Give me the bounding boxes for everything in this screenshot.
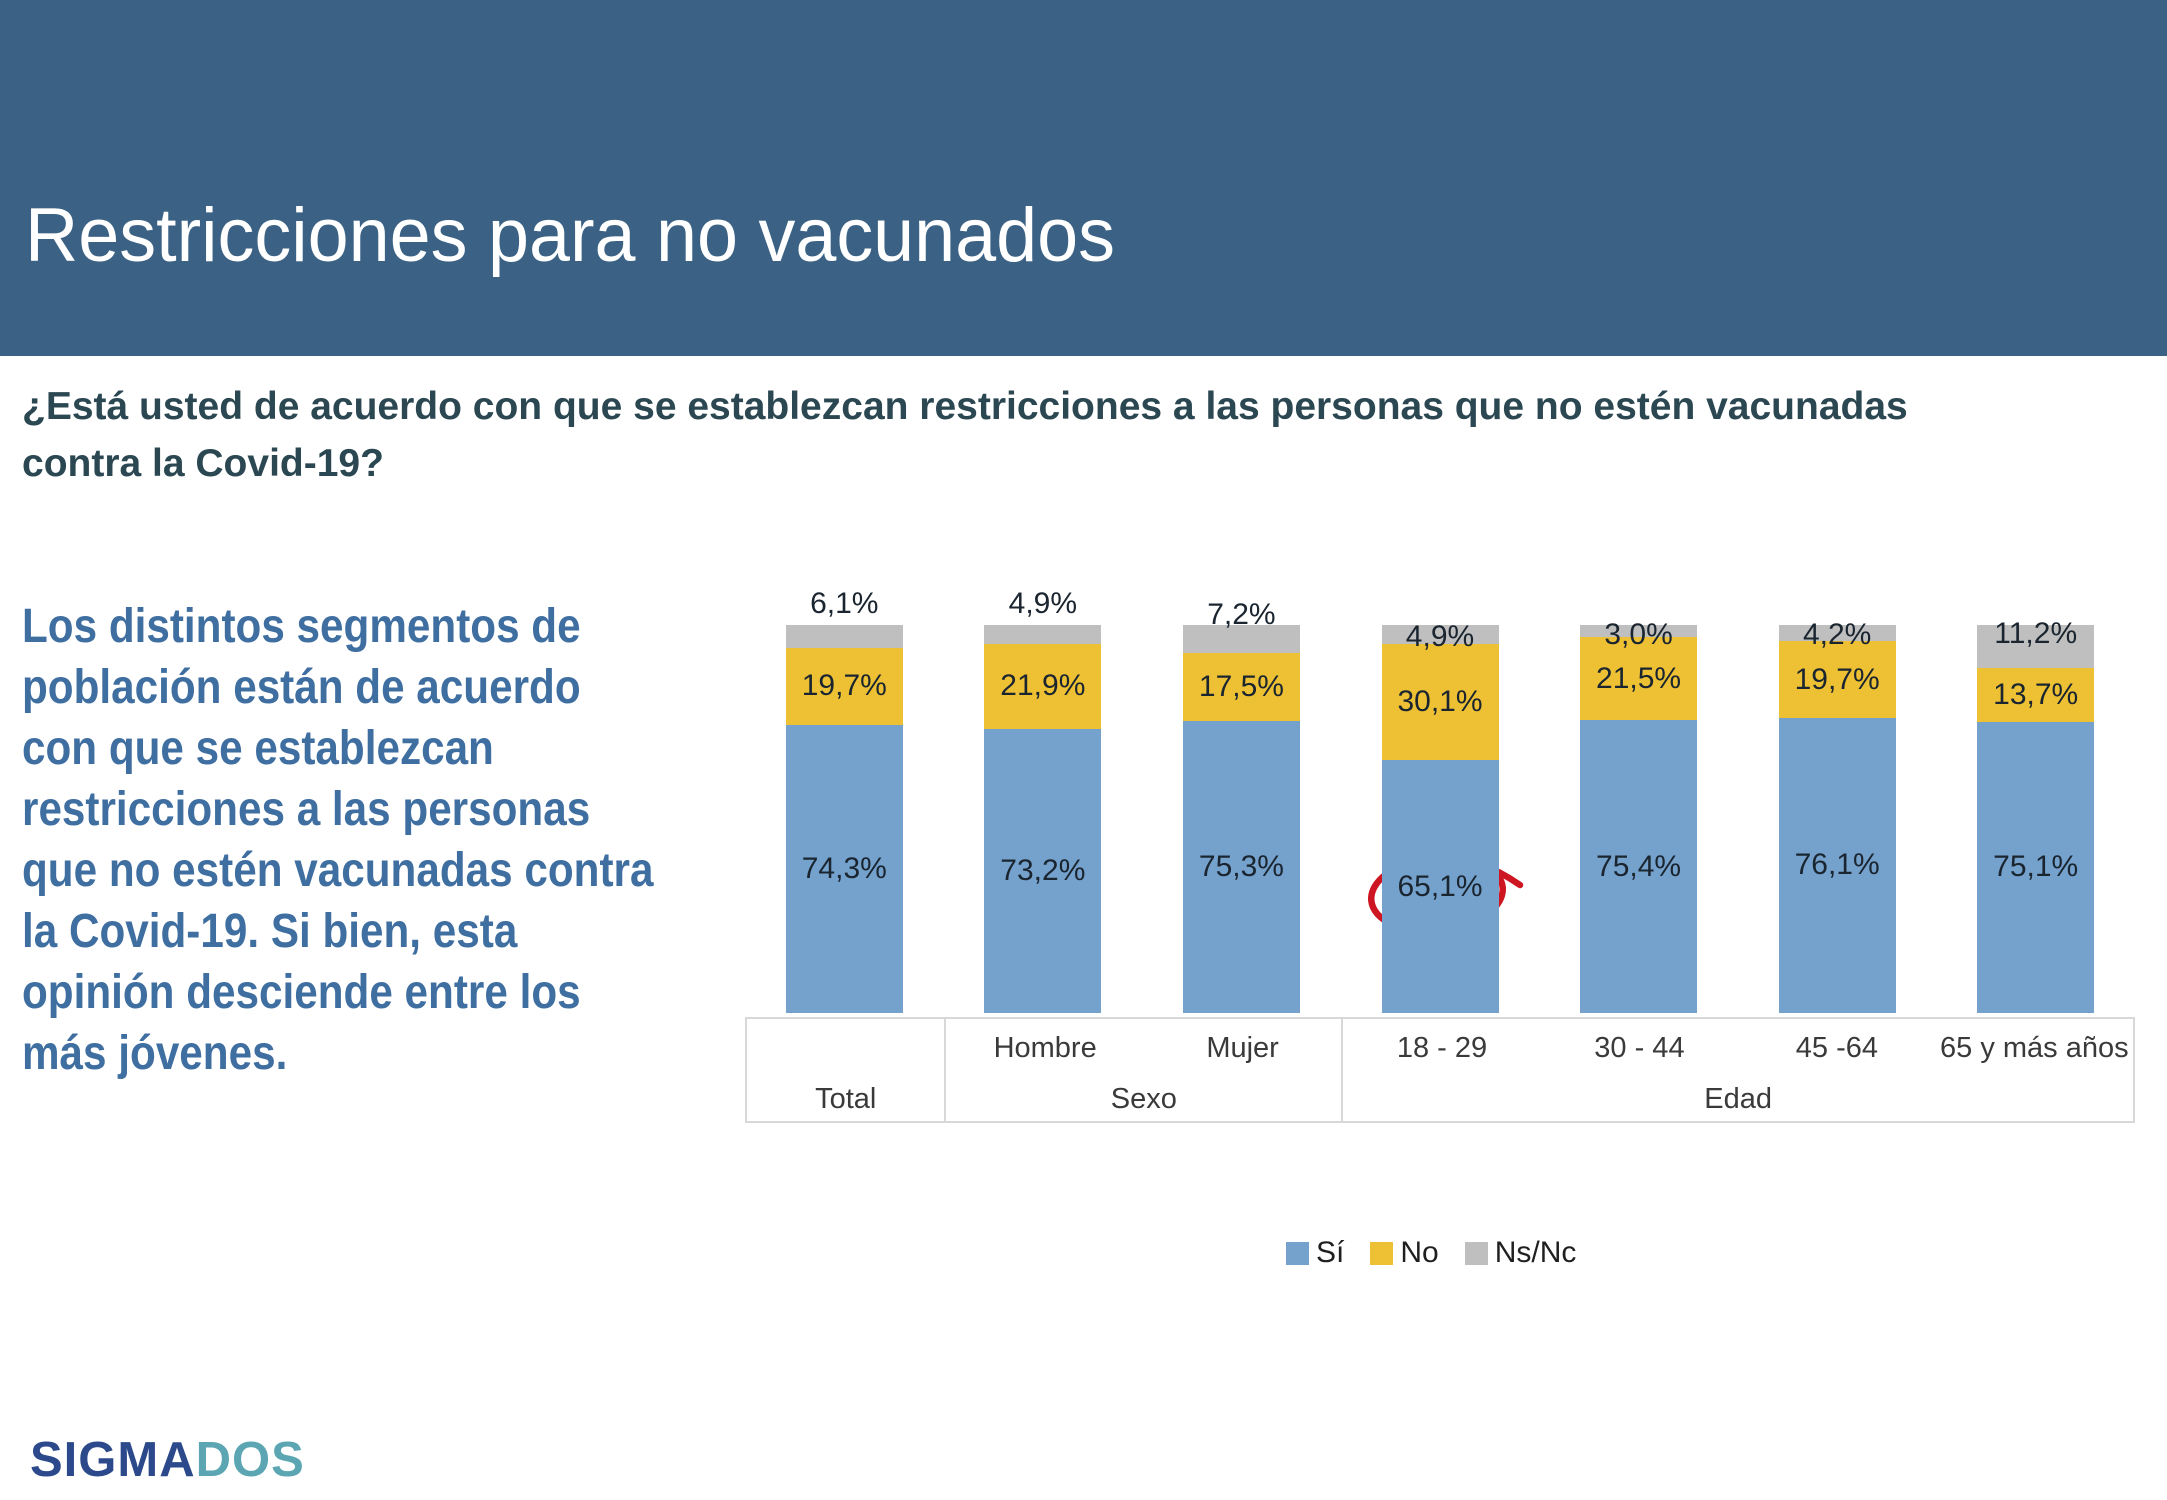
legend-label-no: No [1400, 1236, 1439, 1269]
question-text: ¿Está usted de acuerdo con que se establ… [22, 378, 1908, 492]
value-label-nsnc-4: 3,0% [1604, 618, 1673, 652]
value-label-si-6: 75,1% [1993, 850, 2079, 884]
axis-table: Total Hombre Mujer Sexo 18 - 29 30 - 44 … [745, 1017, 2135, 1123]
commentary-line: con que se establezcan [22, 722, 494, 775]
axis-group-label: Edad [1704, 1082, 1772, 1115]
logo-sigma: SIGMA [30, 1433, 196, 1487]
axis-group-total: Total [747, 1019, 944, 1121]
value-label-no-1: 21,9% [1000, 669, 1086, 703]
bar-segment-nsnc-1 [984, 625, 1102, 645]
legend-item-si: Sí [1286, 1236, 1344, 1270]
axis-cell-30-44: 30 - 44 [1594, 1031, 1685, 1064]
bar-segment-no-6 [1977, 668, 2095, 722]
bar-chart-plot: 74,3% 19,7% 6,1% 73,2% 21,9% 4,9% 75,3% 17,5% 7,… [745, 587, 2135, 1013]
legend-item-no: No [1370, 1236, 1439, 1270]
commentary-line: la Covid-19. Si bien, esta [22, 905, 518, 958]
bar-segment-si-6 [1977, 721, 2095, 1013]
bar-segment-nsnc-2 [1182, 625, 1300, 653]
value-label-no-0: 19,7% [801, 669, 887, 703]
axis-group-sexo: Hombre Mujer Sexo [944, 1019, 1341, 1121]
value-label-nsnc-6: 11,2% [1994, 617, 2078, 650]
bar-segment-no-3 [1381, 643, 1499, 761]
legend-swatch-nsnc-icon [1464, 1241, 1488, 1265]
axis-cell-45-64: 45 -64 [1795, 1031, 1878, 1064]
value-label-no-5: 19,7% [1794, 662, 1880, 696]
bar-segment-nsnc-0 [785, 624, 903, 649]
axis-cell-hombre: Hombre [993, 1031, 1097, 1064]
legend-label-nsnc: Ns/Nc [1494, 1236, 1577, 1269]
axis-cell-mujer: Mujer [1206, 1031, 1279, 1064]
value-label-nsnc-1: 4,9% [1008, 587, 1078, 620]
sigmados-logo: SIGMADOS [30, 1432, 305, 1488]
commentary-line: restricciones a las personas [22, 783, 591, 836]
bar-segment-no-0 [785, 648, 903, 725]
legend-label-si: Sí [1316, 1236, 1345, 1269]
value-label-nsnc-2: 7,2% [1207, 598, 1276, 631]
commentary-text: Los distintos segmentos de población est… [22, 596, 653, 1084]
value-label-si-0: 74,3% [801, 851, 887, 885]
bar-segment-si-3 [1381, 760, 1499, 1013]
header-band: Restricciones para no vacunados [0, 0, 2167, 356]
bar-segment-nsnc-3 [1381, 624, 1499, 644]
value-label-si-1: 73,2% [1000, 853, 1086, 887]
axis-subrow [747, 1019, 944, 1077]
bar-segment-nsnc-6 [1977, 625, 2095, 669]
axis-subrow: 18 - 29 30 - 44 45 -64 65 y más años [1343, 1019, 2133, 1077]
bar-segment-si-5 [1778, 717, 1896, 1013]
commentary-line: opinión desciende entre los [22, 966, 581, 1019]
value-label-si-2: 75,3% [1198, 849, 1284, 883]
logo-dos: DOS [195, 1433, 305, 1487]
bar-segment-si-0 [785, 724, 903, 1013]
page-title: Restricciones para no vacunados [25, 193, 1116, 278]
axis-subrow: Hombre Mujer [946, 1019, 1341, 1077]
value-label-si-3: 65,1% [1397, 869, 1483, 903]
commentary-line: Los distintos segmentos de [22, 600, 581, 653]
commentary-line: más jóvenes. [22, 1027, 288, 1080]
value-label-no-4: 21,5% [1596, 661, 1682, 695]
bar-segment-no-2 [1182, 652, 1300, 721]
value-label-no-3: 30,1% [1397, 685, 1483, 719]
bar-segment-no-5 [1778, 641, 1896, 718]
value-label-nsnc-3: 4,9% [1405, 619, 1475, 653]
question-line-2: contra la Covid-19? [22, 442, 384, 485]
axis-cell-18-29: 18 - 29 [1396, 1031, 1488, 1064]
legend: Sí No Ns/Nc [1286, 1236, 1576, 1270]
axis-group-label: Total [815, 1082, 877, 1115]
bar-segment-si-2 [1182, 720, 1300, 1013]
bar-segment-no-4 [1580, 637, 1698, 721]
value-label-no-2: 17,5% [1198, 669, 1284, 703]
bar-segment-si-1 [984, 728, 1102, 1013]
value-label-no-6: 13,7% [1993, 678, 2079, 712]
bar-segment-no-1 [984, 644, 1102, 729]
axis-cell-65-mas: 65 y más años [1940, 1031, 2129, 1064]
value-label-si-4: 75,4% [1596, 849, 1682, 883]
value-label-si-5: 76,1% [1794, 848, 1880, 882]
legend-swatch-si-icon [1286, 1241, 1309, 1265]
value-label-nsnc-5: 4,2% [1802, 618, 1872, 651]
bar-segment-nsnc-5 [1778, 625, 1896, 642]
question-line-1: ¿Está usted de acuerdo con que se establ… [22, 385, 1908, 428]
commentary-line: que no estén vacunadas contra [22, 844, 654, 897]
value-label-nsnc-0: 6,1% [810, 586, 879, 620]
axis-group-edad: 18 - 29 30 - 44 45 -64 65 y más años Eda… [1341, 1019, 2133, 1121]
axis-group-label: Sexo [1110, 1082, 1177, 1115]
bar-segment-nsnc-4 [1580, 625, 1698, 638]
legend-swatch-no-icon [1370, 1241, 1394, 1265]
bar-segment-si-4 [1580, 720, 1698, 1013]
legend-item-nsnc: Ns/Nc [1464, 1236, 1577, 1270]
commentary-line: población están de acuerdo [22, 661, 581, 714]
